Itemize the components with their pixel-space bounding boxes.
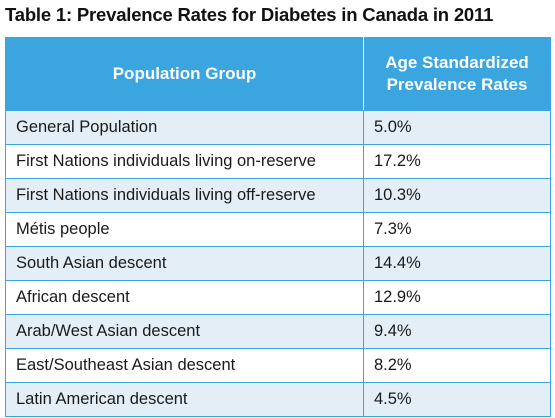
table-row: South Asian descent 14.4%: [5, 246, 551, 281]
table-title: Table 1: Prevalence Rates for Diabetes i…: [5, 4, 494, 25]
prevalence-header-line1: Age Standardized: [385, 53, 529, 72]
population-group-cell: Latin American descent: [5, 382, 364, 417]
prevalence-rate-cell: 8.2%: [363, 348, 551, 383]
population-group-header: Population Group: [5, 37, 364, 111]
prevalence-rate-header: Age Standardized Prevalence Rates: [363, 37, 551, 111]
prevalence-rate-cell: 9.4%: [363, 314, 551, 349]
table-row: First Nations individuals living off-res…: [5, 178, 551, 213]
table-row: Latin American descent 4.5%: [5, 382, 551, 417]
table-row: Métis people 7.3%: [5, 212, 551, 247]
population-group-cell: South Asian descent: [5, 246, 364, 281]
table-row: African descent 12.9%: [5, 280, 551, 315]
prevalence-rate-cell: 4.5%: [363, 382, 551, 417]
population-group-cell: Métis people: [5, 212, 364, 247]
prevalence-header-line2: Prevalence Rates: [386, 75, 528, 94]
prevalence-rate-cell: 5.0%: [363, 110, 551, 145]
prevalence-table: Population Group Age Standardized Preval…: [5, 37, 551, 417]
table-row: First Nations individuals living on-rese…: [5, 144, 551, 179]
population-group-cell: Arab/West Asian descent: [5, 314, 364, 349]
table-header-row: Population Group Age Standardized Preval…: [5, 37, 551, 111]
prevalence-rate-cell: 7.3%: [363, 212, 551, 247]
population-group-cell: General Population: [5, 110, 364, 145]
prevalence-rate-cell: 12.9%: [363, 280, 551, 315]
table-row: East/Southeast Asian descent 8.2%: [5, 348, 551, 383]
prevalence-rate-cell: 17.2%: [363, 144, 551, 179]
table-row: General Population 5.0%: [5, 110, 551, 145]
population-group-cell: First Nations individuals living on-rese…: [5, 144, 364, 179]
population-group-cell: First Nations individuals living off-res…: [5, 178, 364, 213]
population-group-cell: African descent: [5, 280, 364, 315]
prevalence-rate-cell: 14.4%: [363, 246, 551, 281]
population-group-cell: East/Southeast Asian descent: [5, 348, 364, 383]
table-row: Arab/West Asian descent 9.4%: [5, 314, 551, 349]
prevalence-rate-cell: 10.3%: [363, 178, 551, 213]
